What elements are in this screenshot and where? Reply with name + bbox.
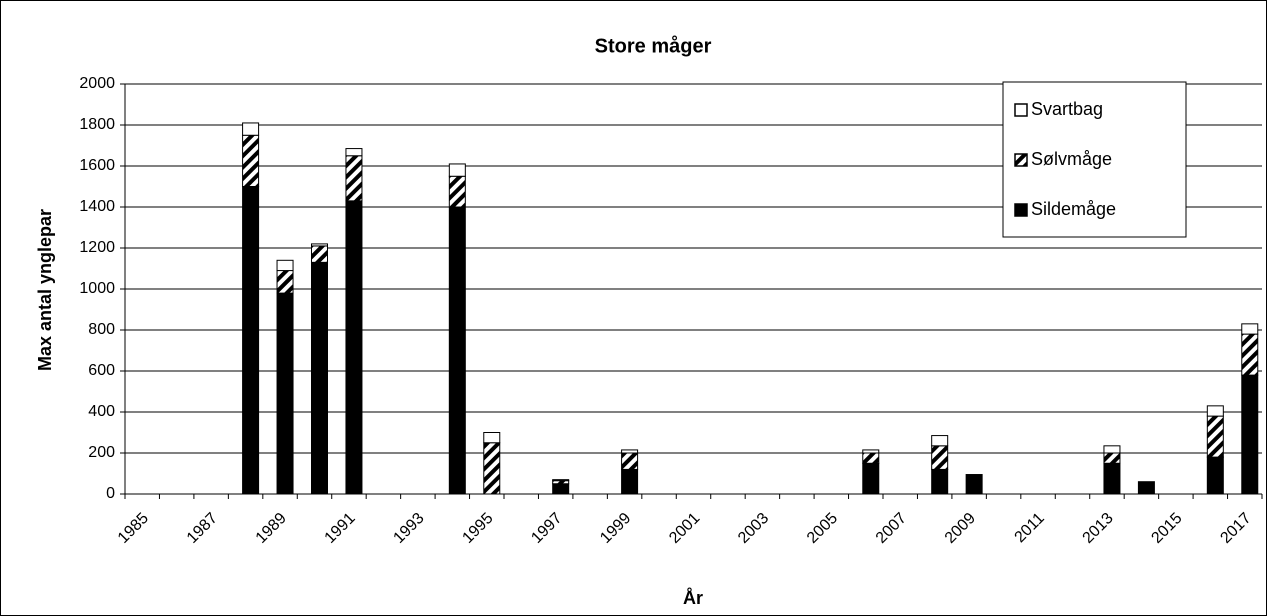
y-tick-label: 200 (88, 444, 115, 461)
y-axis-label: Max antal ynglepar (35, 209, 55, 371)
x-axis-label: År (683, 588, 703, 608)
bar-segment (931, 468, 949, 495)
y-tick-label: 1600 (79, 157, 115, 174)
bar-segment (621, 468, 639, 495)
bar-segment (242, 134, 260, 187)
bar-segment (276, 292, 294, 495)
bar-segment (862, 452, 880, 464)
bar-segment (621, 449, 639, 454)
bar-segment (1241, 333, 1259, 376)
legend-swatch (1014, 103, 1028, 117)
legend-swatch (1014, 203, 1028, 217)
y-tick-label: 800 (88, 321, 115, 338)
bar-segment (621, 452, 639, 470)
legend-label: Sildemåge (1031, 199, 1116, 219)
bar-segment (276, 259, 294, 272)
legend-box (1002, 81, 1187, 238)
bar-segment (345, 148, 363, 157)
bar-segment (1206, 415, 1224, 458)
bar-segment (242, 186, 260, 495)
bar-segment (311, 261, 328, 495)
bar-segment (242, 122, 260, 136)
legend-label: Svartbag (1031, 99, 1103, 119)
bar-segment (1103, 445, 1121, 454)
bar-segment (862, 462, 880, 495)
legend-swatch (1014, 153, 1028, 167)
bar-segment (1206, 456, 1224, 495)
bar-segment (448, 163, 466, 177)
bar-segment (1103, 462, 1121, 495)
bar-segment (448, 175, 466, 208)
bar-segment (345, 200, 363, 495)
bar-segment (311, 245, 328, 263)
bar-segment (311, 243, 328, 247)
y-tick-label: 1000 (79, 280, 115, 297)
y-tick-label: 400 (88, 403, 115, 420)
bar-segment (1241, 374, 1259, 495)
bar-segment (931, 435, 949, 447)
bar-segment (483, 432, 501, 444)
bar-segment (1241, 323, 1259, 335)
bar-segment (483, 442, 501, 495)
y-tick-label: 2000 (79, 75, 115, 92)
bar-segment (1137, 481, 1155, 495)
bar-segment (862, 449, 880, 454)
y-tick-label: 1400 (79, 198, 115, 215)
y-tick-label: 1200 (79, 239, 115, 256)
bar-segment (965, 474, 983, 495)
bar-segment (1206, 405, 1224, 417)
bar-segment (1103, 452, 1121, 464)
y-tick-label: 1800 (79, 116, 115, 133)
bar-segment (448, 206, 466, 495)
bar-segment (931, 445, 949, 470)
bar-segment (552, 483, 570, 495)
bar-segment (276, 270, 294, 294)
chart-title: Store måger (595, 34, 712, 57)
y-tick-label: 0 (106, 485, 115, 502)
legend-label: Sølvmåge (1031, 149, 1112, 169)
bar-segment (345, 155, 363, 202)
bar-segment (552, 479, 570, 482)
y-tick-label: 600 (88, 362, 115, 379)
